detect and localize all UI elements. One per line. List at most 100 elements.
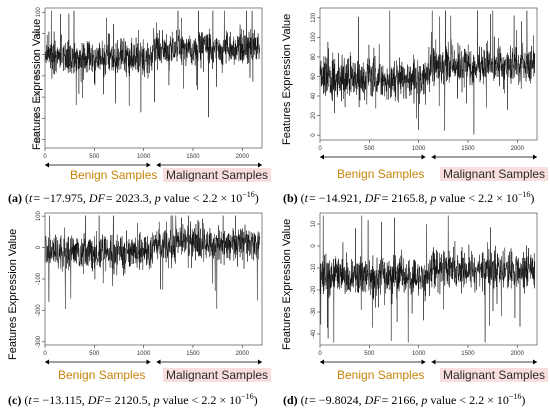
arrowhead [533, 359, 537, 365]
benign-group-label: Benign Samples [337, 167, 425, 181]
arrowhead [258, 359, 262, 365]
caption-d: (d) (t = −9.8024, DF = 2166, p value < 2… [283, 392, 526, 407]
arrowhead [421, 154, 426, 160]
p-value: value < 2.2 × 10 [160, 191, 243, 205]
t-value: = −14.921, [309, 191, 365, 205]
x-tick-label: 2000 [511, 146, 525, 152]
arrowhead [156, 162, 161, 168]
x-tick-label: 0 [43, 154, 47, 160]
panel-a: Features Expression Value 0 500 1000 1500 20… [0, 0, 275, 205]
plot-frame [44, 7, 263, 149]
df-value: = 2166, [381, 393, 422, 407]
chart-d: 0 500 1000 1500 2000 10 0 -10 -20 -30 -40 [311, 212, 538, 365]
y-tick-label: 100 [311, 32, 317, 43]
arrowhead [156, 359, 161, 365]
x-tick-label: 500 [364, 146, 375, 152]
malignant-group-label: Malignant Samples [440, 167, 549, 181]
df-value: = 2165.8, [381, 191, 431, 205]
t-value: = −13.115, [32, 393, 88, 407]
x-tick-label: 1000 [412, 351, 426, 357]
series-line [44, 215, 261, 310]
benign-group-label: Benign Samples [58, 368, 146, 382]
caption-close: ) [254, 191, 259, 205]
x-tick-label: 2000 [236, 154, 250, 160]
y-tick-label: 100 [36, 7, 42, 18]
series-line [319, 215, 536, 343]
y-tick-label: 0 [36, 52, 42, 56]
x-tick-label: 1500 [186, 154, 200, 160]
arrowhead [146, 359, 151, 365]
malignant-group-label: Malignant Samples [440, 368, 549, 382]
t-symbol: t [304, 191, 309, 205]
panel-label: (d) [283, 393, 298, 407]
p-exponent: −16 [517, 190, 531, 199]
arrowhead [431, 359, 436, 365]
p-symbol: p [154, 191, 161, 205]
x-tick-label: 1000 [137, 351, 151, 357]
t-value: = −17.975, [33, 191, 89, 205]
caption-close: ) [253, 393, 258, 407]
chart-b: 0 500 1000 1500 2000 120 100 80 60 40 20 0 [311, 7, 538, 160]
arrowhead [320, 154, 324, 160]
df-symbol: DF [364, 393, 381, 407]
y-tick-label: 60 [311, 72, 317, 79]
panel-label: (c) [8, 393, 22, 407]
p-symbol: p [421, 393, 428, 407]
x-tick-label: 1500 [186, 351, 200, 357]
panel-label: (a) [8, 191, 22, 205]
panel-d: Features Expression Value 0 500 1000 1500 20… [275, 205, 550, 410]
x-tick-label: 500 [89, 351, 100, 357]
y-tick-label: 80 [311, 53, 317, 60]
y-tick-label: -200 [36, 304, 42, 317]
y-tick-label: 10 [311, 220, 317, 227]
x-tick-label: 2000 [511, 351, 525, 357]
x-tick-label: 0 [43, 351, 47, 357]
arrowhead [258, 162, 262, 168]
x-tick-label: 1000 [137, 154, 151, 160]
p-exponent: −16 [508, 392, 522, 401]
panel-c: Features Expression Value 0 500 1000 1500 20… [0, 205, 275, 410]
caption-close: ) [521, 393, 526, 407]
y-tick-label: 0 [311, 133, 317, 137]
caption-b: (b) (t = −14.921, DF = 2165.8, p value <… [283, 190, 535, 205]
caption-c: (c) (t = −13.115, DF = 2120.5, p value <… [8, 392, 258, 407]
series-line [319, 10, 536, 135]
x-tick-label: 0 [318, 146, 322, 152]
p-exponent: −16 [242, 190, 255, 199]
t-value: = −9.8024, [309, 393, 365, 407]
y-tick-label: -300 [36, 335, 42, 348]
p-value: value < 2.2 × 10 [159, 393, 242, 407]
arrowhead [320, 359, 324, 365]
df-value: = 2120.5, [104, 393, 154, 407]
y-tick-label: -150 [36, 112, 42, 125]
x-tick-label: 2000 [236, 351, 250, 357]
arrowhead [146, 162, 151, 168]
y-tick-label: -10 [311, 263, 317, 272]
x-tick-label: 1500 [461, 351, 475, 357]
malignant-group-label: Malignant Samples [163, 368, 272, 382]
y-tick-label: -30 [311, 307, 317, 316]
p-exponent: −16 [241, 392, 254, 401]
p-symbol: p [430, 191, 437, 205]
arrowhead [421, 359, 426, 365]
benign-group-label: Benign Samples [337, 368, 425, 382]
caption-a: (a) (t = −17.975, DF = 2023.3, p value <… [8, 190, 259, 205]
x-tick-label: 500 [364, 351, 375, 357]
y-tick-label: 20 [311, 112, 317, 119]
x-tick-label: 500 [89, 154, 100, 160]
t-symbol: t [28, 393, 32, 407]
x-tick-label: 1000 [412, 146, 426, 152]
arrowhead [45, 359, 49, 365]
benign-group-label: Benign Samples [70, 168, 158, 182]
panel-label: (b) [283, 191, 298, 205]
df-symbol: DF [88, 191, 105, 205]
df-symbol: DF [87, 393, 104, 407]
p-value: value < 2.2 × 10 [436, 191, 518, 205]
arrowhead [431, 154, 436, 160]
arrowhead [45, 162, 49, 168]
plot-frame [44, 212, 263, 346]
plot-frame [319, 7, 538, 141]
df-value: = 2023.3, [105, 191, 155, 205]
malignant-group-label: Malignant Samples [163, 168, 272, 182]
